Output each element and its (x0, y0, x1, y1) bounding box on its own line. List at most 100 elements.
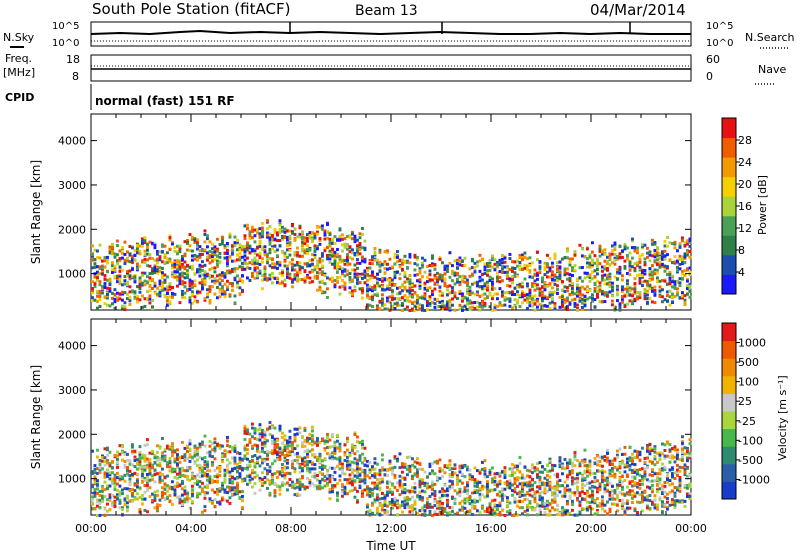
data-cell (278, 428, 282, 432)
data-cell (401, 303, 404, 307)
data-cell (373, 457, 377, 461)
data-cell (326, 439, 329, 443)
data-cell (131, 488, 134, 492)
data-cell (336, 280, 339, 284)
data-cell (368, 476, 372, 480)
data-cell (551, 273, 554, 277)
data-cell (451, 288, 454, 292)
data-cell (311, 443, 314, 447)
data-cell (193, 452, 197, 456)
data-cell (218, 446, 222, 450)
data-cell (213, 248, 217, 252)
data-cell (373, 253, 377, 257)
data-cell (393, 302, 397, 306)
data-cell (361, 489, 364, 493)
data-cell (291, 223, 294, 227)
data-cell (213, 270, 217, 274)
data-cell (443, 284, 447, 288)
data-cell (611, 294, 614, 298)
data-cell (208, 475, 212, 479)
data-cell (131, 451, 134, 455)
data-cell (203, 270, 207, 274)
data-cell (573, 252, 577, 256)
data-cell (331, 247, 334, 251)
data-cell (651, 242, 654, 246)
data-cell (356, 272, 359, 276)
data-cell (228, 488, 232, 492)
data-cell (156, 455, 159, 459)
data-cell (183, 500, 187, 504)
data-cell (268, 251, 272, 255)
data-cell (423, 293, 427, 297)
data-cell (141, 474, 144, 478)
data-cell (351, 443, 354, 447)
data-cell (166, 261, 169, 265)
data-cell (153, 264, 157, 268)
data-cell (331, 254, 334, 258)
data-cell (221, 286, 224, 290)
data-cell (258, 464, 262, 468)
data-cell (563, 270, 567, 274)
data-cell (203, 474, 207, 478)
data-cell (448, 291, 452, 295)
data-cell (606, 255, 609, 259)
data-cell (628, 293, 632, 297)
data-cell (571, 292, 574, 296)
data-cell (318, 238, 322, 242)
data-cell (203, 444, 207, 448)
data-cell (156, 463, 159, 467)
data-cell (96, 487, 99, 491)
data-cell (526, 257, 529, 261)
data-cell (628, 264, 632, 268)
data-cell (316, 271, 319, 275)
data-cell (448, 304, 452, 308)
data-cell (181, 499, 184, 503)
data-cell (416, 273, 419, 277)
data-cell (413, 253, 417, 257)
data-cell (253, 266, 257, 270)
data-cell (571, 257, 574, 261)
data-cell (403, 272, 407, 276)
data-cell (293, 268, 297, 272)
data-cell (173, 262, 177, 266)
data-cell (461, 263, 464, 267)
data-cell (388, 300, 392, 304)
data-cell (531, 261, 534, 265)
data-cell (136, 285, 139, 289)
data-cell (153, 266, 157, 270)
data-cell (321, 227, 324, 231)
data-cell (208, 288, 212, 292)
data-cell (468, 292, 472, 296)
data-cell (476, 300, 479, 304)
data-cell (166, 463, 169, 467)
data-cell (276, 475, 279, 479)
data-cell (393, 252, 397, 256)
data-cell (256, 428, 259, 432)
data-cell (681, 296, 684, 300)
data-cell (373, 475, 377, 479)
data-cell (253, 471, 257, 475)
data-cell (243, 224, 247, 228)
data-cell (288, 276, 292, 280)
data-cell (568, 263, 572, 267)
data-cell (431, 278, 434, 282)
data-cell (621, 287, 624, 291)
data-cell (671, 285, 674, 289)
data-cell (198, 281, 202, 285)
data-cell (258, 476, 262, 480)
data-cell (93, 464, 97, 468)
data-cell (313, 476, 317, 480)
data-cell (473, 261, 477, 265)
data-cell (248, 438, 252, 442)
data-cell (226, 463, 229, 467)
power-x-ticks (90, 114, 692, 310)
data-cell (373, 500, 377, 504)
data-cell (268, 247, 272, 251)
data-cell (406, 296, 409, 300)
data-cell (266, 233, 269, 237)
data-cell (348, 275, 352, 279)
data-cell (313, 236, 317, 240)
data-cell (191, 280, 194, 284)
data-cell (146, 486, 149, 490)
data-cell (318, 258, 322, 262)
